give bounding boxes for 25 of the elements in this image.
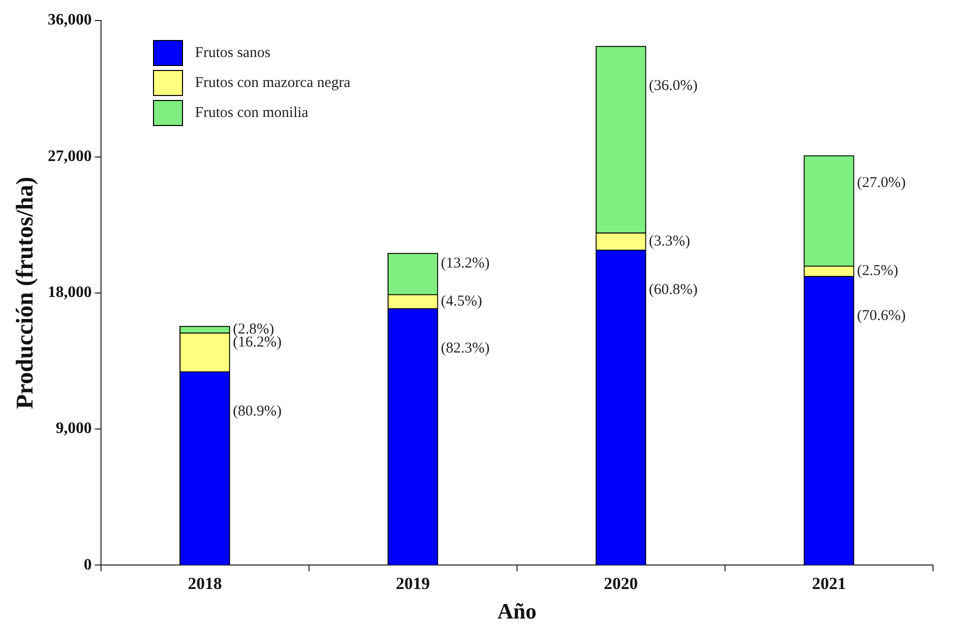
annotation: (60.8%) [648, 282, 698, 298]
annotation: (27.0%) [856, 175, 906, 192]
x-tick-label: 2021 [812, 574, 846, 593]
annotation: (70.6%) [856, 308, 906, 324]
annotation: (3.3%) [648, 233, 690, 250]
x-tick-label: 2019 [396, 574, 430, 593]
annotation: (4.5%) [440, 293, 482, 310]
annotation: (13.2%) [440, 255, 490, 272]
legend-label: Frutos con monilia [195, 104, 308, 122]
legend-label: Frutos sanos [195, 44, 270, 62]
y-tick-label: 18,000 [48, 284, 92, 302]
y-tick-label: 27,000 [48, 148, 92, 165]
x-tick-label: 2020 [604, 574, 638, 593]
y-tick-label: 0 [84, 556, 92, 574]
x-axis-title: Año [497, 598, 536, 624]
x-tick-label: 2018 [188, 574, 222, 593]
annotation: (82.3%) [440, 340, 490, 356]
y-tick-label: 9,000 [56, 420, 92, 438]
annotation: (2.8%) [232, 321, 274, 338]
y-axis-title: Producción (frutos/ha) [12, 176, 39, 410]
annotation: (80.9%) [232, 404, 282, 420]
y-tick-label: 36,000 [48, 12, 92, 29]
annotation: (2.5%) [856, 263, 898, 280]
legend-label: Frutos con mazorca negra [195, 74, 350, 92]
annotation: (36.0%) [648, 78, 698, 94]
